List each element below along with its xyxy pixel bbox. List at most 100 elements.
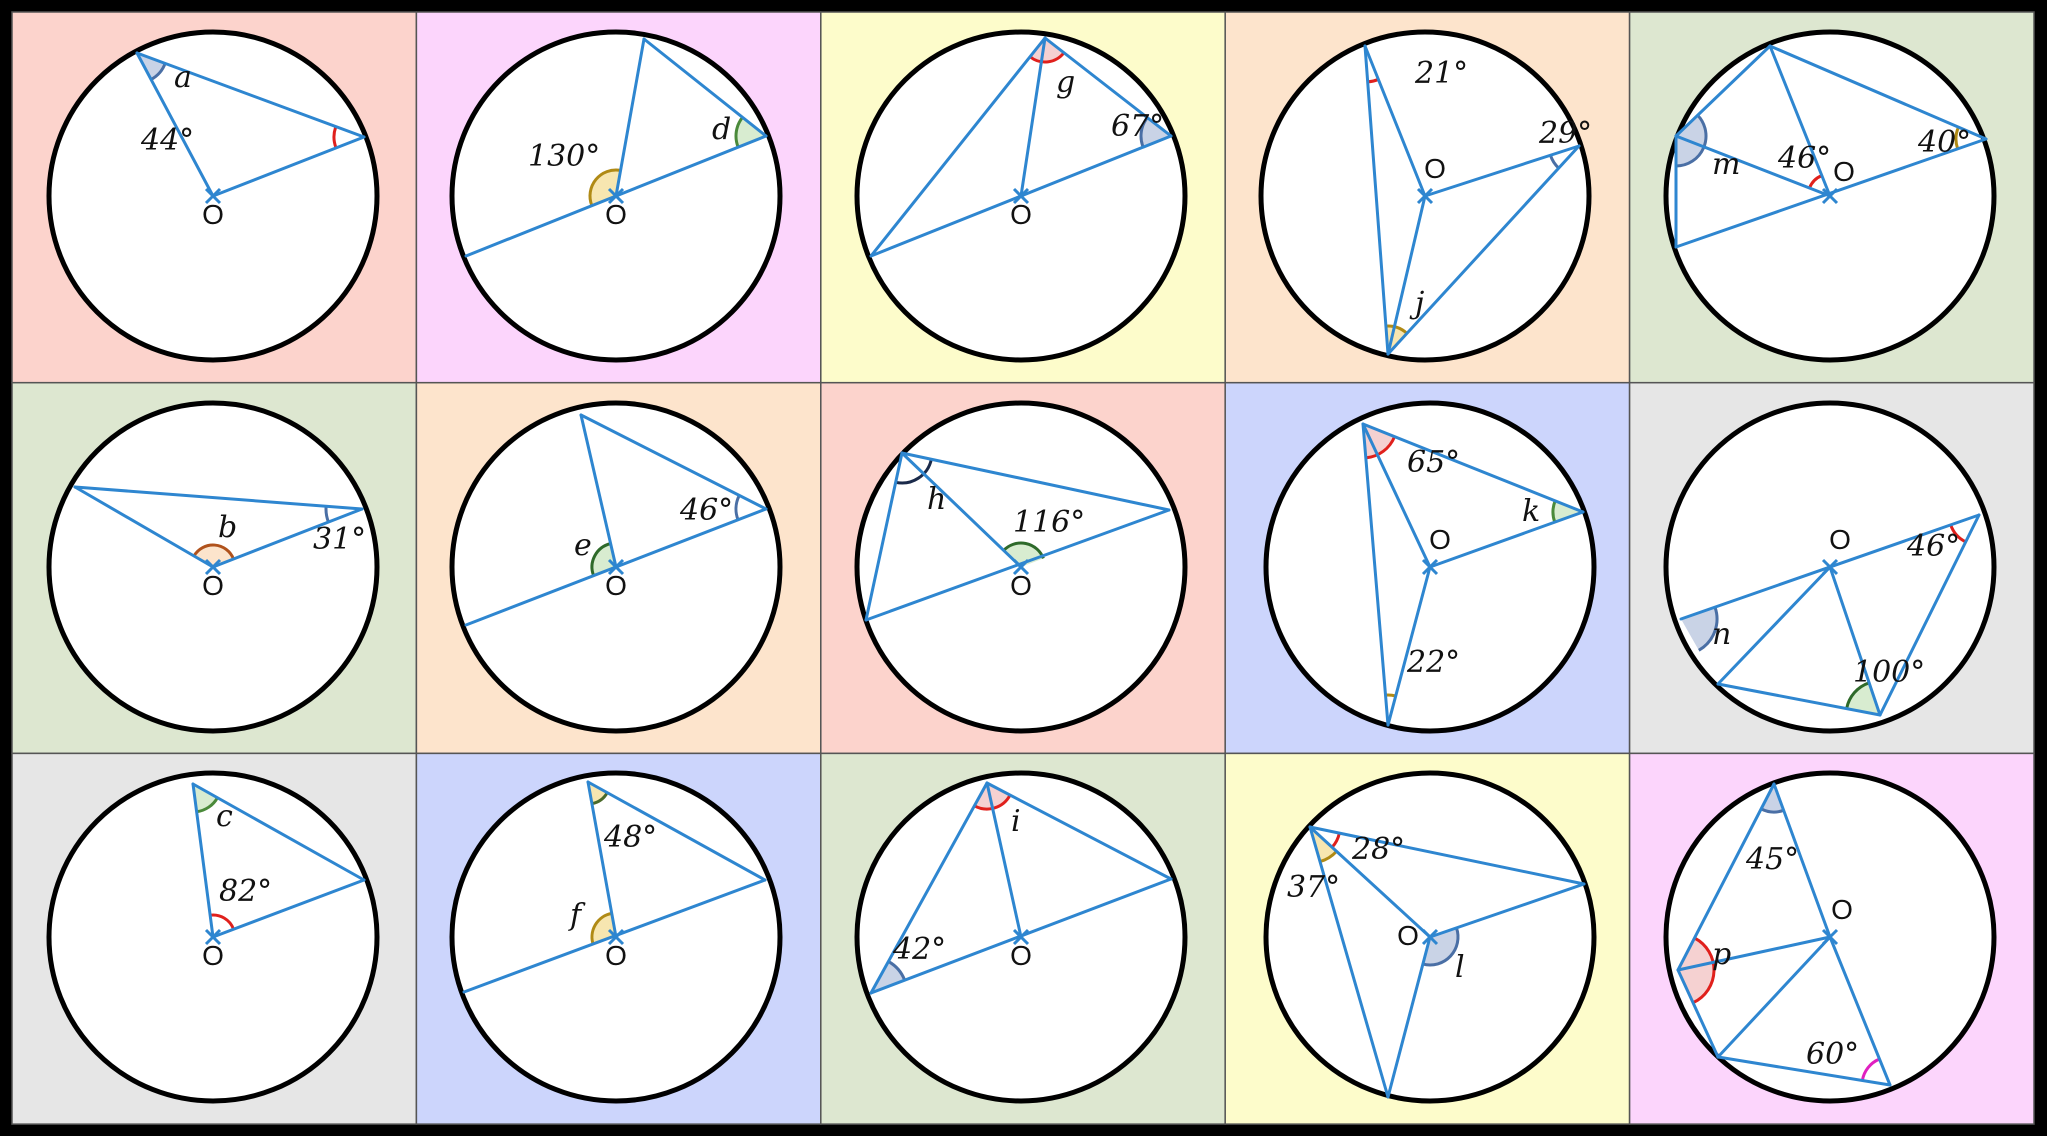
segment [1361, 422, 1390, 727]
center-marker [607, 928, 625, 946]
problem-cell-h: Oh 116° [820, 381, 1226, 755]
segment [869, 781, 989, 995]
given-angle-label: 46° [1777, 141, 1831, 176]
segment [579, 413, 768, 511]
angle-fill [974, 783, 1011, 809]
given-angle-label: 44° [140, 123, 194, 158]
problem-cell-k: Ok 65° 22° [1224, 381, 1631, 755]
problem-cell-p: Op 45° 60° [1628, 752, 2035, 1125]
angle-arc [1692, 936, 1716, 1005]
center-label: O [1397, 920, 1419, 951]
given-angle-label: 29° [1538, 116, 1592, 151]
unknown-angle-label: c [216, 799, 233, 834]
problem-cell-m: Om 46° 40° [1628, 11, 2035, 384]
unknown-angle-label: n [1712, 617, 1731, 652]
center-marker [204, 558, 222, 576]
center-marker [1012, 558, 1030, 576]
segment [985, 781, 1173, 881]
angle-arc [1139, 116, 1149, 148]
angle-fill [1681, 607, 1717, 651]
center-label: O [202, 199, 224, 230]
given-angle-label: 28° [1351, 832, 1405, 867]
segment [1386, 935, 1432, 1099]
center-label: O [605, 199, 627, 230]
segment [1772, 782, 1832, 939]
unknown-angle-label: h [927, 482, 946, 517]
segment [642, 37, 768, 138]
problem-cell-c: Oc 82° [11, 752, 418, 1125]
segment [1308, 825, 1586, 886]
segment [579, 413, 618, 569]
unknown-angle-label: e [574, 528, 592, 563]
angle-arc [895, 458, 933, 485]
segment [1716, 565, 1832, 686]
center-label: O [1829, 524, 1851, 555]
given-angle-label: 37° [1287, 870, 1340, 905]
segment [614, 37, 646, 198]
segment [869, 36, 1047, 258]
problem-cell-n: On 46° 100° [1628, 381, 2035, 755]
unknown-angle-label: a [174, 60, 192, 95]
center-marker [204, 928, 222, 946]
segment [1428, 510, 1585, 569]
center-label: O [1424, 153, 1446, 184]
center-label: O [1831, 894, 1853, 925]
segment [1363, 44, 1427, 198]
segment [586, 780, 767, 882]
center-label: O [1429, 524, 1451, 555]
given-angle-label: 48° [603, 820, 657, 855]
angle-arc [1845, 681, 1870, 709]
segment [1019, 36, 1047, 198]
center-label: O [1010, 199, 1032, 230]
problem-cell-e: Oe 46° [415, 381, 822, 755]
segment [1676, 935, 1832, 972]
angle-fill [736, 117, 766, 148]
segment [135, 51, 215, 198]
segment [211, 878, 366, 939]
center-label: O [605, 570, 627, 601]
unknown-angle-label: d [712, 112, 731, 147]
unknown-angle-label: p [1712, 937, 1731, 972]
center-marker [1416, 187, 1434, 205]
segment [1043, 36, 1173, 138]
center-marker [1012, 187, 1030, 205]
angle-fill [1310, 827, 1337, 862]
angle-arc [1698, 606, 1719, 652]
unknown-angle-label: l [1455, 950, 1465, 985]
angle-arc [192, 543, 235, 560]
angle-arc [734, 116, 744, 148]
segment [1676, 968, 1720, 1059]
segment [211, 507, 364, 569]
given-angle-label: 21° [1414, 56, 1468, 91]
given-angle-label: 67° [1111, 109, 1164, 144]
unknown-angle-label: m [1712, 147, 1740, 182]
unknown-angle-label: g [1056, 65, 1075, 100]
segment [1386, 565, 1432, 727]
unknown-angle-label: i [1011, 804, 1021, 839]
angle-fill [895, 453, 932, 483]
given-angle-label: 46° [1906, 529, 1960, 564]
problem-cell-l: Ol 28° 37° [1224, 752, 1631, 1125]
segment [135, 51, 366, 139]
segment [1676, 782, 1776, 972]
segment [73, 485, 215, 569]
segment [1716, 1055, 1892, 1087]
angle-arc [973, 794, 1012, 811]
center-marker [607, 187, 625, 205]
center-marker [1421, 928, 1439, 946]
given-angle-label: 82° [219, 874, 272, 909]
segment [1716, 682, 1882, 717]
segment [1308, 825, 1432, 939]
segment [1878, 513, 1981, 717]
angle-fill [1030, 38, 1064, 63]
segment [1386, 194, 1427, 356]
center-marker [1821, 928, 1839, 946]
center-marker [1821, 187, 1839, 205]
angle-arc [1002, 541, 1045, 559]
segment [1716, 935, 1832, 1059]
center-label: O [605, 940, 627, 971]
center-label: O [202, 570, 224, 601]
angle-arc [588, 168, 621, 207]
angle-arc [590, 911, 613, 946]
